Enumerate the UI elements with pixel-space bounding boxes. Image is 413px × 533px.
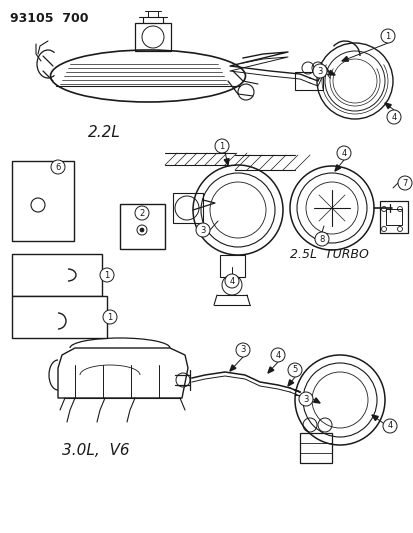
Polygon shape xyxy=(334,165,340,171)
Bar xyxy=(294,72,322,90)
Circle shape xyxy=(287,363,301,377)
Text: 4: 4 xyxy=(390,112,396,122)
Circle shape xyxy=(271,348,284,362)
Polygon shape xyxy=(267,367,273,373)
Bar xyxy=(12,254,102,296)
Text: 3: 3 xyxy=(316,67,322,76)
Text: 2: 2 xyxy=(139,208,144,217)
Polygon shape xyxy=(384,103,390,109)
Circle shape xyxy=(386,110,400,124)
Circle shape xyxy=(195,223,209,237)
Text: 3: 3 xyxy=(303,394,308,403)
Bar xyxy=(12,296,107,338)
Polygon shape xyxy=(230,365,235,371)
Text: 4: 4 xyxy=(229,277,234,286)
Bar xyxy=(173,193,202,223)
Bar xyxy=(299,433,331,463)
Circle shape xyxy=(397,176,411,190)
Polygon shape xyxy=(313,398,319,403)
Circle shape xyxy=(336,146,350,160)
Circle shape xyxy=(51,160,65,174)
Circle shape xyxy=(298,392,312,406)
Text: 4: 4 xyxy=(341,149,346,157)
Polygon shape xyxy=(224,159,228,165)
Text: 7: 7 xyxy=(401,179,407,188)
Polygon shape xyxy=(371,415,377,421)
Circle shape xyxy=(224,274,238,288)
Circle shape xyxy=(312,64,326,78)
Text: 93105  700: 93105 700 xyxy=(10,12,88,25)
Circle shape xyxy=(100,268,114,282)
Text: 1: 1 xyxy=(385,31,390,41)
Bar xyxy=(379,201,407,233)
Text: 2.2L: 2.2L xyxy=(88,125,121,140)
Text: 6: 6 xyxy=(55,163,61,172)
Text: 2.5L  TURBO: 2.5L TURBO xyxy=(289,248,368,261)
Circle shape xyxy=(382,419,396,433)
Bar xyxy=(385,209,401,225)
Polygon shape xyxy=(287,379,293,386)
Text: 3: 3 xyxy=(240,345,245,354)
Circle shape xyxy=(103,310,117,324)
Text: 5: 5 xyxy=(292,366,297,375)
Circle shape xyxy=(380,29,394,43)
Polygon shape xyxy=(328,70,334,75)
Text: 1: 1 xyxy=(107,312,112,321)
Circle shape xyxy=(214,139,228,153)
Bar xyxy=(120,204,165,249)
Text: 3.0L,  V6: 3.0L, V6 xyxy=(62,443,129,458)
Polygon shape xyxy=(341,56,348,61)
Text: 3: 3 xyxy=(200,225,205,235)
Bar xyxy=(12,161,74,241)
Text: 1: 1 xyxy=(219,141,224,150)
Circle shape xyxy=(235,343,249,357)
Bar xyxy=(135,23,171,51)
Bar xyxy=(219,255,244,277)
Text: 4: 4 xyxy=(387,422,392,431)
Text: 1: 1 xyxy=(104,271,109,279)
Text: 4: 4 xyxy=(275,351,280,359)
Text: 8: 8 xyxy=(318,235,324,244)
Circle shape xyxy=(135,206,149,220)
Circle shape xyxy=(314,232,328,246)
Circle shape xyxy=(140,228,144,232)
